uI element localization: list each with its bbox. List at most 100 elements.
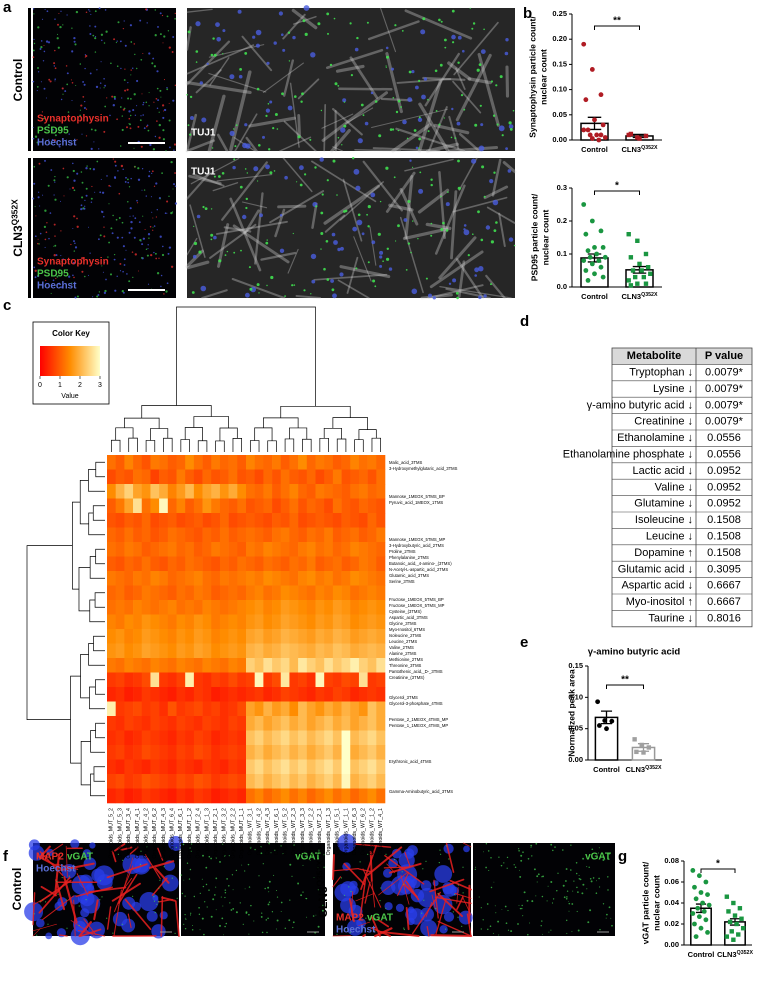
speckle	[388, 267, 393, 271]
heatmap-cell	[141, 542, 151, 557]
fiber	[185, 249, 204, 268]
speckle	[410, 251, 412, 254]
fiber	[148, 860, 175, 869]
speckle	[248, 266, 251, 269]
heatmap-cell	[176, 542, 186, 557]
heatmap-cell	[176, 658, 186, 673]
heatmap-cell	[358, 716, 368, 731]
heatmap-cell	[332, 701, 342, 717]
speckle	[343, 894, 346, 896]
speckle	[84, 205, 86, 207]
y-axis-label: nuclear count	[540, 209, 550, 265]
fiber	[337, 279, 370, 299]
speckle	[292, 232, 294, 235]
heatmap-cell	[289, 643, 299, 659]
heatmap-cell	[228, 614, 238, 630]
heatmap-cell	[376, 542, 386, 557]
column-label: Organoids_MUT_2_4	[196, 808, 202, 859]
speckle	[158, 111, 160, 113]
heatmap-cell	[324, 600, 334, 615]
heatmap-cell	[315, 716, 325, 731]
column-label: Organoids_MUT_5_2	[109, 808, 115, 859]
speckle	[99, 191, 102, 194]
heatmap-cell	[246, 658, 255, 673]
speckle	[430, 222, 433, 225]
speckle	[163, 293, 165, 295]
heatmap-cell	[246, 759, 255, 775]
heatmap-cell	[193, 687, 203, 702]
column-label: Organoids_MUT_4_1	[135, 808, 141, 859]
data-point	[609, 718, 615, 724]
speckle	[100, 33, 104, 36]
heatmap-cell	[324, 716, 334, 731]
speckle	[480, 238, 484, 242]
speckle	[568, 910, 570, 912]
stain-label: MAP2	[36, 852, 64, 863]
speckle	[395, 903, 405, 913]
speckle	[39, 232, 42, 235]
heatmap-cell	[350, 745, 360, 760]
heatmap-cell	[358, 745, 368, 760]
heatmap-cell	[133, 672, 143, 688]
heatmap-cell	[185, 484, 195, 499]
heatmap-cell	[246, 614, 255, 630]
speckle	[457, 186, 461, 190]
speckle	[261, 931, 264, 934]
heatmap-cell	[115, 571, 125, 586]
condition-name: Control	[581, 292, 608, 301]
fiber	[201, 289, 228, 300]
speckle	[32, 49, 35, 52]
speckle	[176, 897, 178, 899]
speckle	[140, 850, 142, 852]
fiber	[297, 78, 320, 100]
speckle	[487, 928, 489, 931]
heatmap-cell	[324, 469, 334, 485]
heatmap-cell	[115, 658, 125, 673]
speckle	[490, 283, 492, 286]
fiber	[447, 145, 499, 153]
fiber	[244, 209, 260, 234]
speckle	[249, 287, 253, 291]
speckle	[497, 920, 500, 923]
speckle	[163, 79, 166, 81]
heatmap-cell	[185, 730, 195, 746]
speckle	[98, 148, 100, 150]
speckle	[400, 106, 402, 108]
heatmap-cell	[341, 629, 351, 644]
speckle	[125, 126, 129, 129]
heatmap-cell	[263, 716, 273, 731]
speckle	[113, 176, 117, 179]
heatmap-cell	[358, 658, 368, 673]
speckle	[507, 910, 509, 912]
heatmap-cell	[176, 672, 186, 688]
speckle	[49, 80, 52, 83]
heatmap-cell	[107, 730, 116, 746]
speckle	[127, 200, 129, 203]
speckle	[304, 173, 307, 176]
x-tick-label: Control	[593, 765, 620, 774]
speckle	[365, 917, 367, 919]
dendrogram	[193, 416, 229, 428]
fiber	[106, 906, 112, 930]
heatmap-cell	[358, 629, 368, 644]
speckle	[319, 157, 324, 162]
speckle	[284, 927, 287, 930]
fiber	[111, 850, 117, 863]
heatmap-cell	[176, 745, 186, 760]
speckle	[101, 39, 103, 42]
panel-label: b	[523, 5, 532, 22]
x-tick-label: CLN3Q352X	[622, 145, 658, 154]
speckle	[153, 225, 156, 227]
speckle	[348, 886, 350, 888]
speckle	[518, 848, 520, 850]
speckle	[82, 80, 85, 83]
speckle	[535, 895, 537, 897]
speckle	[32, 8, 35, 10]
speckle	[73, 240, 75, 243]
data-point	[726, 909, 731, 914]
speckle	[315, 205, 318, 208]
data-point	[705, 892, 710, 897]
table-cell: Tryptophan ↓	[629, 367, 693, 379]
heatmap-cell	[237, 527, 247, 543]
fiber	[212, 182, 239, 192]
